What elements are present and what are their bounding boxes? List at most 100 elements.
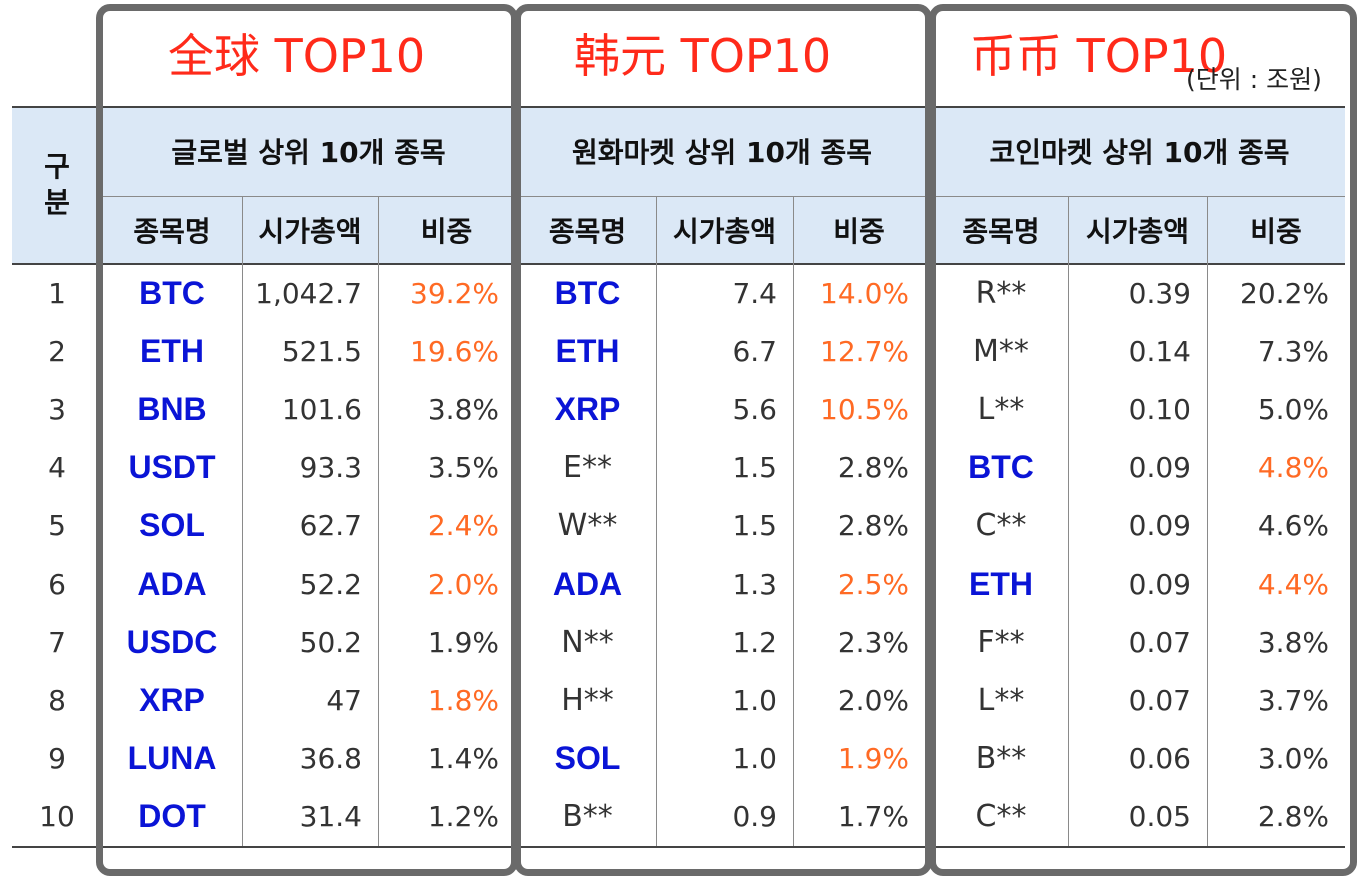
table-top-rule — [12, 106, 1345, 108]
weight-cell: 4.8% — [1257, 451, 1329, 485]
weight-cell: 2.8% — [837, 509, 909, 543]
weight-cell: 10.5% — [820, 392, 909, 426]
weight-cell: 1.4% — [427, 742, 499, 776]
weight-cell: 4.6% — [1257, 509, 1329, 543]
asset-name-cell: ADA — [552, 565, 623, 602]
rank-cell: 2 — [48, 334, 66, 368]
market-cap-cell: 1.0 — [732, 742, 777, 776]
asset-name-cell: SOL — [554, 740, 621, 777]
asset-name-cell: L** — [977, 682, 1025, 718]
column-divider — [1068, 196, 1069, 846]
asset-name-cell: SOL — [139, 507, 205, 544]
asset-name-cell: ETH — [140, 332, 204, 369]
weight-cell: 1.9% — [837, 742, 909, 776]
weight-cell: 7.3% — [1257, 334, 1329, 368]
weight-cell: 1.2% — [427, 800, 499, 834]
column-divider — [1207, 196, 1208, 846]
asset-name-cell: F** — [977, 624, 1025, 660]
weight-cell: 4.4% — [1257, 567, 1329, 601]
asset-name-cell: DOT — [138, 798, 206, 835]
group-title: 全球 TOP10 — [168, 29, 426, 83]
rank-cell: 5 — [48, 509, 66, 543]
group-subtitle: 원화마켓 상위 10개 종목 — [571, 136, 873, 169]
group-subtitle: 코인마켓 상위 10개 종목 — [989, 136, 1290, 169]
market-cap-cell: 93.3 — [299, 451, 362, 485]
market-cap-cell: 0.07 — [1128, 625, 1191, 659]
weight-cell: 3.7% — [1257, 683, 1329, 717]
column-header-weight: 비중 — [420, 215, 473, 248]
market-cap-cell: 101.6 — [281, 392, 362, 426]
weight-cell: 2.5% — [837, 567, 909, 601]
market-cap-cell: 7.4 — [732, 276, 777, 310]
market-cap-cell: 47 — [326, 683, 362, 717]
asset-name-cell: BTC — [554, 274, 621, 311]
column-header-name: 종목명 — [962, 215, 1040, 248]
market-cap-cell: 0.09 — [1128, 567, 1191, 601]
asset-name-cell: BNB — [137, 390, 207, 427]
rank-cell: 9 — [48, 742, 66, 776]
weight-cell: 19.6% — [410, 334, 499, 368]
weight-cell: 39.2% — [410, 276, 499, 310]
column-header-name: 종목명 — [133, 215, 211, 248]
weight-cell: 2.0% — [427, 567, 499, 601]
rank-cell: 10 — [39, 800, 75, 834]
rank-cell: 6 — [48, 567, 66, 601]
header-band — [12, 106, 1345, 264]
asset-name-cell: BTC — [968, 449, 1034, 486]
asset-name-cell: USDT — [128, 449, 216, 486]
market-cap-cell: 0.9 — [732, 800, 777, 834]
asset-name-cell: USDC — [126, 623, 218, 660]
market-cap-cell: 0.05 — [1128, 800, 1191, 834]
asset-name-cell: XRP — [554, 390, 621, 427]
weight-cell: 2.4% — [427, 509, 499, 543]
column-header-market-cap: 시가총액 — [258, 215, 362, 248]
weight-cell: 2.8% — [1257, 800, 1329, 834]
group-subtitle: 글로벌 상위 10개 종목 — [171, 136, 446, 169]
table-bottom-rule — [12, 846, 1345, 848]
market-cap-cell: 36.8 — [299, 742, 362, 776]
market-cap-cell: 50.2 — [299, 625, 362, 659]
market-cap-cell: 6.7 — [732, 334, 777, 368]
asset-name-cell: C** — [975, 799, 1027, 835]
asset-name-cell: H** — [561, 682, 614, 718]
market-cap-cell: 5.6 — [732, 392, 777, 426]
weight-cell: 2.3% — [837, 625, 909, 659]
asset-name-cell: ETH — [555, 332, 620, 369]
column-divider — [242, 196, 243, 846]
market-cap-cell: 62.7 — [299, 509, 362, 543]
asset-name-cell: L** — [977, 391, 1025, 427]
market-cap-cell: 52.2 — [299, 567, 362, 601]
weight-cell: 12.7% — [820, 334, 909, 368]
weight-cell: 14.0% — [820, 276, 909, 310]
market-cap-cell: 1.5 — [732, 451, 777, 485]
weight-cell: 3.8% — [1257, 625, 1329, 659]
asset-name-cell: B** — [975, 741, 1027, 777]
column-divider — [656, 196, 657, 846]
rank-cell: 4 — [48, 451, 66, 485]
market-cap-cell: 521.5 — [281, 334, 362, 368]
market-cap-cell: 0.09 — [1128, 451, 1191, 485]
asset-name-cell: ADA — [137, 565, 207, 602]
asset-name-cell: W** — [557, 508, 618, 544]
column-header-market-cap: 시가총액 — [672, 215, 777, 248]
column-header-weight: 비중 — [833, 215, 885, 248]
rank-cell: 1 — [48, 276, 66, 310]
weight-cell: 5.0% — [1257, 392, 1329, 426]
market-cap-cell: 0.39 — [1128, 276, 1191, 310]
asset-name-cell: B** — [562, 799, 613, 835]
asset-name-cell: E** — [563, 450, 612, 486]
group-title: 币币 TOP10 — [970, 29, 1228, 83]
column-header-name: 종목명 — [548, 215, 627, 248]
weight-cell: 1.9% — [427, 625, 499, 659]
market-cap-cell: 0.06 — [1128, 742, 1191, 776]
group-title: 韩元 TOP10 — [574, 29, 832, 83]
market-cap-cell: 1.5 — [732, 509, 777, 543]
subheader-rule — [102, 196, 1345, 197]
header-bottom-rule — [12, 263, 1345, 265]
column-divider — [793, 196, 794, 846]
market-cap-cell: 31.4 — [299, 800, 362, 834]
market-cap-cell: 0.07 — [1128, 683, 1191, 717]
column-header-market-cap: 시가총액 — [1085, 215, 1190, 248]
unit-note: (단위 : 조원) — [1186, 65, 1322, 94]
